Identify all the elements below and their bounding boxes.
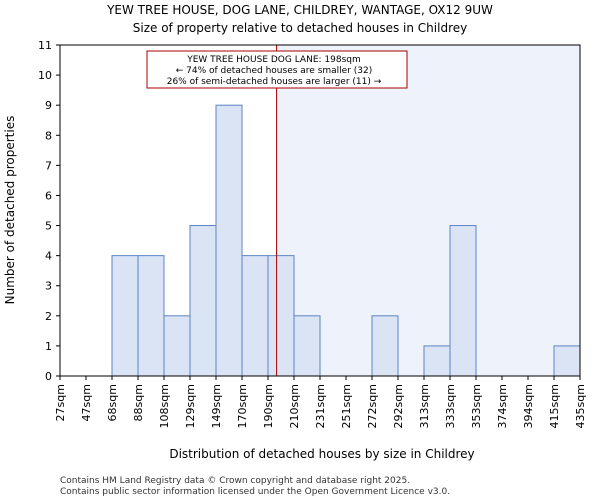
footer-line-1: Contains HM Land Registry data © Crown c… — [60, 476, 410, 486]
y-tick-label: 7 — [45, 159, 52, 172]
x-tick-label: 68sqm — [106, 384, 119, 421]
x-tick-label: 108sqm — [158, 384, 171, 428]
x-tick-label: 27sqm — [54, 384, 67, 421]
y-tick-label: 5 — [45, 220, 52, 233]
y-tick-label: 11 — [38, 39, 52, 52]
histogram-bar — [215, 104, 243, 377]
x-tick-label: 292sqm — [392, 384, 405, 428]
x-tick-label: 353sqm — [470, 384, 483, 428]
y-axis: 0 1 2 3 4 5 6 7 8 9 10 11 — [38, 39, 60, 383]
histogram-bar — [189, 225, 217, 377]
highlight-region — [276, 45, 580, 376]
y-axis-label: Number of detached properties — [3, 116, 17, 305]
x-tick-label: 149sqm — [210, 384, 223, 428]
x-tick-label: 333sqm — [444, 384, 457, 428]
x-tick-label: 129sqm — [184, 384, 197, 428]
x-axis-label: Distribution of detached houses by size … — [169, 447, 474, 461]
histogram-bar — [241, 255, 269, 377]
x-tick-label: 190sqm — [262, 384, 275, 428]
x-tick-label: 210sqm — [288, 384, 301, 428]
histogram-bar — [371, 315, 399, 377]
histogram-bar — [423, 345, 451, 377]
x-tick-label: 88sqm — [132, 384, 145, 421]
x-tick-label: 394sqm — [522, 384, 535, 428]
x-tick-label: 47sqm — [80, 384, 93, 421]
chart-title: YEW TREE HOUSE, DOG LANE, CHILDREY, WANT… — [106, 3, 493, 17]
x-tick-label: 435sqm — [574, 384, 587, 428]
x-tick-label: 415sqm — [548, 384, 561, 428]
footer-line-2: Contains public sector information licen… — [60, 487, 450, 497]
annotation-box: YEW TREE HOUSE DOG LANE: 198sqm ← 74% of… — [146, 50, 408, 89]
x-tick-label: 170sqm — [236, 384, 249, 428]
x-tick-label: 251sqm — [340, 384, 353, 428]
y-tick-label: 10 — [38, 69, 52, 82]
x-tick-label: 313sqm — [418, 384, 431, 428]
x-tick-label: 231sqm — [314, 384, 327, 428]
y-tick-label: 6 — [45, 189, 52, 202]
histogram-bar — [449, 225, 477, 377]
histogram-bar — [267, 255, 295, 377]
histogram-bar — [111, 255, 139, 377]
y-tick-label: 1 — [45, 340, 52, 353]
histogram-bar — [553, 345, 581, 377]
y-tick-label: 2 — [45, 310, 52, 323]
annotation-line-1: YEW TREE HOUSE DOG LANE: 198sqm — [186, 55, 361, 65]
x-tick-label: 272sqm — [366, 384, 379, 428]
chart-subtitle: Size of property relative to detached ho… — [133, 21, 467, 35]
bars-layer — [111, 104, 581, 377]
annotation-line-3: 26% of semi-detached houses are larger (… — [167, 77, 382, 87]
x-axis: 27sqm 47sqm 68sqm 88sqm 108sqm 129sqm 149sqm 17… — [54, 376, 587, 428]
histogram-bar — [137, 255, 165, 377]
annotation-line-2: ← 74% of detached houses are smaller (32… — [176, 66, 373, 76]
y-tick-label: 3 — [45, 280, 52, 293]
y-tick-label: 4 — [45, 250, 52, 263]
y-tick-label: 8 — [45, 129, 52, 142]
histogram-bar — [293, 315, 321, 377]
y-tick-label: 9 — [45, 99, 52, 112]
y-tick-label: 0 — [45, 370, 52, 383]
histogram-bar — [163, 315, 191, 377]
x-tick-label: 374sqm — [496, 384, 509, 428]
